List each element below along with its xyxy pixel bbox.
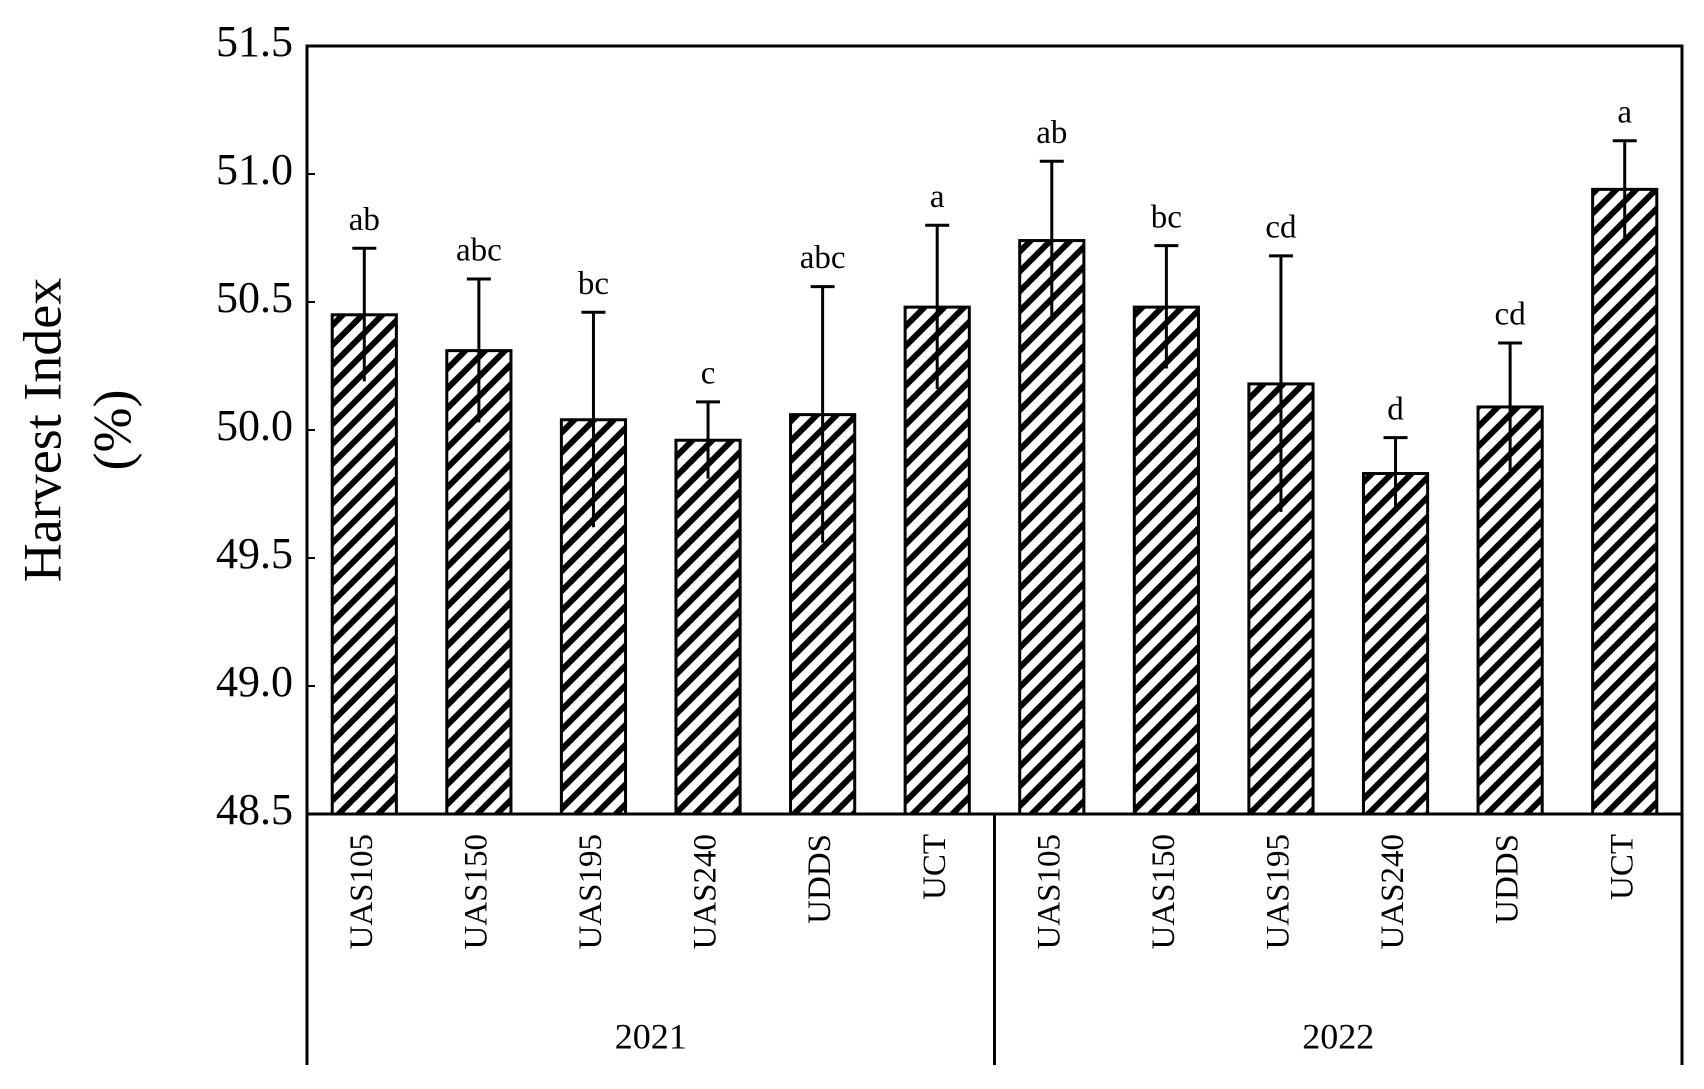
x-tick-label: UAS105 xyxy=(1031,834,1067,950)
x-tick-label: UDDS xyxy=(1490,834,1526,924)
group-label: 2022 xyxy=(1302,1016,1374,1056)
y-tick-label: 50.0 xyxy=(216,401,293,450)
x-tick-label: UDDS xyxy=(802,834,838,924)
bar xyxy=(1476,405,1544,816)
bar xyxy=(330,313,398,816)
significance-letter: c xyxy=(701,355,716,391)
bar xyxy=(1132,305,1200,816)
significance-letter: bc xyxy=(1151,199,1182,235)
y-tick-label: 50.5 xyxy=(216,273,293,322)
x-tick-label: UCT xyxy=(1604,834,1640,900)
x-tick-label: UAS150 xyxy=(1146,834,1182,950)
significance-letter: abc xyxy=(800,240,846,276)
y-tick-label: 49.5 xyxy=(216,529,293,578)
group-label: 2021 xyxy=(615,1016,687,1056)
y-tick-label: 48.5 xyxy=(216,785,293,834)
bar xyxy=(1361,472,1430,816)
significance-letter: cd xyxy=(1265,209,1297,245)
bar xyxy=(1591,187,1659,816)
y-axis-title: Harvest Index xyxy=(12,278,72,582)
significance-letter: d xyxy=(1387,391,1404,427)
significance-letter: cd xyxy=(1495,297,1527,333)
x-tick-label: UAS195 xyxy=(573,834,609,950)
bar xyxy=(1018,239,1086,816)
x-tick-label: UAS240 xyxy=(688,834,724,950)
significance-letter: abc xyxy=(456,233,502,269)
y-tick-label: 51.5 xyxy=(216,17,293,66)
significance-letter: ab xyxy=(349,202,380,238)
x-tick-label: UAS105 xyxy=(344,834,380,950)
significance-letter: a xyxy=(1617,94,1632,130)
x-tick-label: UCT xyxy=(917,834,953,900)
plot-frame xyxy=(305,44,1684,816)
significance-letter: a xyxy=(930,179,945,215)
y-axis-title: (%) xyxy=(82,390,142,471)
significance-letter: bc xyxy=(578,266,609,302)
bar xyxy=(674,438,742,816)
significance-letter: ab xyxy=(1036,115,1067,151)
bar xyxy=(903,305,971,816)
x-tick-label: UAS240 xyxy=(1375,834,1411,950)
x-tick-label: UAS195 xyxy=(1261,834,1297,950)
y-tick-label: 49.0 xyxy=(216,657,293,706)
y-tick-label: 51.0 xyxy=(216,145,293,194)
x-tick-label: UAS150 xyxy=(458,834,494,950)
